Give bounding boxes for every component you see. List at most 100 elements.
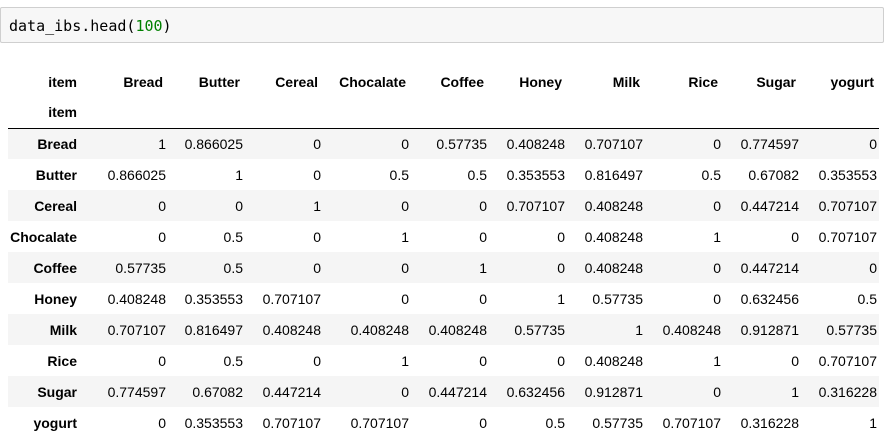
table-cell: 0 (713, 383, 721, 400)
table-cell: 0 (401, 197, 409, 214)
table-row: Rice 0 0.5 0 1 0 0 0.408248 1 0 0.707107 (8, 345, 879, 376)
column-header-milk: Milk (612, 73, 640, 90)
column-header-rice: Rice (688, 73, 718, 90)
table-cell: 0.316228 (818, 383, 877, 400)
table-cell: 0.816497 (184, 321, 243, 338)
column-header-chocalate: Chocalate (339, 73, 406, 90)
table-cell: 0.408248 (662, 321, 721, 338)
table-cell: 0 (791, 352, 799, 369)
table-cell: 0.5 (467, 166, 487, 183)
table-cell: 1 (791, 383, 799, 400)
row-index-label: Bread (37, 135, 77, 152)
table-cell: 0 (791, 228, 799, 245)
table-row: Bread 1 0.866025 0 0 0.57735 0.408248 0.707107 0… (8, 128, 879, 159)
table-cell: 0.5 (857, 290, 877, 307)
table-cell: 0 (158, 414, 166, 431)
row-index-label: Honey (34, 290, 77, 307)
table-cell: 0.912871 (584, 383, 643, 400)
table-cell: 0 (557, 259, 565, 276)
column-header-cereal: Cereal (275, 73, 318, 90)
table-cell: 0.866025 (107, 166, 166, 183)
table-cell: 0.5 (223, 228, 243, 245)
table-cell: 0.774597 (740, 135, 799, 152)
table-cell: 0 (713, 197, 721, 214)
table-cell: 0 (869, 259, 877, 276)
row-index-label: yogurt (33, 414, 77, 431)
column-header-coffee: Coffee (440, 73, 484, 90)
table-cell: 0.707107 (350, 414, 409, 431)
table-cell: 0.774597 (107, 383, 166, 400)
table-cell: 0.707107 (584, 135, 643, 152)
table-cell: 0.447214 (740, 259, 799, 276)
empty-header-cell (82, 97, 168, 129)
table-cell: 0.816497 (584, 166, 643, 183)
table-cell: 0.707107 (262, 290, 321, 307)
table-cell: 0.408248 (107, 290, 166, 307)
column-header-row: item Bread Butter Cereal Chocalate Coffe… (8, 66, 879, 97)
columns-name-label: item (48, 73, 77, 90)
row-index-label: Butter (35, 166, 77, 183)
table-cell: 1 (713, 352, 721, 369)
table-cell: 1 (479, 259, 487, 276)
table-cell: 0.408248 (262, 321, 321, 338)
table-row: Cereal 0 0 1 0 0 0.707107 0.408248 0 0.447214 0.70… (8, 190, 879, 221)
table-cell: 1 (635, 321, 643, 338)
row-index-label: Cereal (34, 197, 77, 214)
code-number-literal: 100 (135, 17, 163, 35)
table-row: Coffee 0.57735 0.5 0 0 1 0 0.408248 0 0.447214 0 (8, 252, 879, 283)
table-cell: 1 (401, 228, 409, 245)
table-row: yogurt 0 0.353553 0.707107 0.707107 0 0.5 0.577… (8, 407, 879, 438)
table-cell: 0 (479, 197, 487, 214)
table-row: Honey 0.408248 0.353553 0.707107 0 0 1 0.57735 0… (8, 283, 879, 314)
code-line: data_ibs.head(100) (9, 16, 172, 36)
table-cell: 1 (401, 352, 409, 369)
table-cell: 0.5 (223, 352, 243, 369)
row-index-label: Rice (47, 352, 77, 369)
table-cell: 0.353553 (506, 166, 565, 183)
table-cell: 0.408248 (506, 135, 565, 152)
table-cell: 0 (557, 352, 565, 369)
empty-header-cell (801, 97, 879, 129)
table-cell: 0.57735 (826, 321, 877, 338)
empty-header-cell (723, 97, 801, 129)
table-cell: 0.353553 (184, 290, 243, 307)
empty-header-cell (567, 97, 645, 129)
table-cell: 0.408248 (350, 321, 409, 338)
table-cell: 0.57735 (115, 259, 166, 276)
table-cell: 0 (235, 197, 243, 214)
row-index-label: Sugar (37, 383, 77, 400)
table-cell: 0 (313, 135, 321, 152)
code-cell-input[interactable]: data_ibs.head(100) (0, 7, 884, 43)
table-cell: 0.707107 (818, 228, 877, 245)
empty-header-cell (323, 97, 411, 129)
row-index-label: Milk (49, 321, 77, 338)
table-cell: 0.707107 (506, 197, 565, 214)
table-cell: 0.5 (701, 166, 721, 183)
dataframe-output-table: item Bread Butter Cereal Chocalate Coffe… (8, 66, 879, 438)
table-cell: 1 (557, 290, 565, 307)
table-cell: 1 (713, 228, 721, 245)
table-cell: 0.707107 (107, 321, 166, 338)
table-cell: 0 (479, 290, 487, 307)
table-cell: 0 (713, 259, 721, 276)
table-cell: 0 (313, 259, 321, 276)
table-cell: 0 (313, 352, 321, 369)
table-cell: 1 (869, 414, 877, 431)
table-cell: 0 (158, 197, 166, 214)
column-header-sugar: Sugar (756, 73, 796, 90)
column-header-butter: Butter (198, 73, 240, 90)
table-cell: 0 (479, 228, 487, 245)
table-cell: 0 (479, 414, 487, 431)
row-index-label: Coffee (33, 259, 77, 276)
table-cell: 0 (869, 135, 877, 152)
table-cell: 0.316228 (740, 414, 799, 431)
table-cell: 0 (313, 228, 321, 245)
table-cell: 0 (557, 228, 565, 245)
table-cell: 0 (713, 290, 721, 307)
table-cell: 0.912871 (740, 321, 799, 338)
table-cell: 0.707107 (662, 414, 721, 431)
index-name-label: item (8, 97, 82, 129)
table-cell: 0.5 (545, 414, 565, 431)
table-cell: 0.67082 (748, 166, 799, 183)
table-cell: 0.67082 (192, 383, 243, 400)
